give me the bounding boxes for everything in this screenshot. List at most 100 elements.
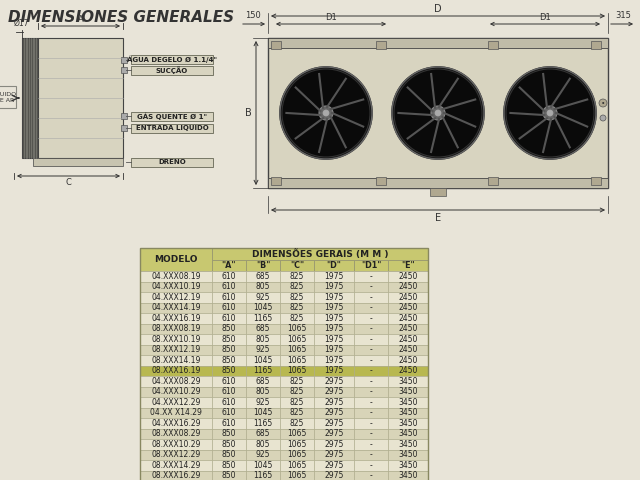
Text: -: - — [370, 293, 372, 302]
Text: 610: 610 — [221, 314, 236, 323]
Bar — [212, 324, 246, 334]
Bar — [271, 177, 281, 185]
Bar — [121, 57, 127, 62]
Bar — [212, 376, 246, 386]
Bar — [268, 38, 608, 188]
Text: 1065: 1065 — [287, 345, 307, 354]
Bar — [280, 408, 314, 418]
Text: 850: 850 — [221, 324, 236, 333]
Circle shape — [504, 67, 596, 159]
Bar — [33, 158, 123, 166]
Text: 850: 850 — [221, 429, 236, 438]
Text: 825: 825 — [290, 377, 304, 386]
Text: 1065: 1065 — [287, 335, 307, 344]
Text: DRENO: DRENO — [158, 159, 186, 165]
Text: 1975: 1975 — [324, 356, 344, 365]
Bar — [314, 470, 354, 480]
Text: 1045: 1045 — [253, 303, 273, 312]
Bar — [354, 313, 388, 324]
Text: -: - — [370, 314, 372, 323]
Text: 04.XXX08.29: 04.XXX08.29 — [151, 377, 201, 386]
Text: -: - — [370, 471, 372, 480]
Text: "B": "B" — [256, 261, 270, 270]
Bar — [388, 271, 428, 281]
Text: 1975: 1975 — [324, 303, 344, 312]
Text: -: - — [370, 419, 372, 428]
Bar — [314, 345, 354, 355]
Bar — [314, 313, 354, 324]
Text: 2450: 2450 — [398, 324, 418, 333]
Bar — [314, 429, 354, 439]
Bar — [140, 470, 212, 480]
Bar — [246, 345, 280, 355]
Text: 825: 825 — [290, 419, 304, 428]
Bar — [212, 292, 246, 302]
Text: 2450: 2450 — [398, 366, 418, 375]
Bar — [280, 386, 314, 397]
Text: 805: 805 — [256, 387, 270, 396]
Bar — [314, 449, 354, 460]
Bar — [280, 376, 314, 386]
Bar — [280, 470, 314, 480]
Bar — [38, 38, 123, 158]
Text: 850: 850 — [221, 461, 236, 470]
Bar — [131, 123, 213, 132]
Bar — [212, 355, 246, 365]
Bar — [140, 365, 212, 376]
Bar — [488, 177, 498, 185]
Text: -: - — [370, 335, 372, 344]
Text: 1045: 1045 — [253, 356, 273, 365]
Text: C: C — [65, 178, 72, 187]
Text: 805: 805 — [256, 335, 270, 344]
Text: 2450: 2450 — [398, 293, 418, 302]
Bar — [212, 248, 428, 260]
Text: 685: 685 — [256, 429, 270, 438]
Circle shape — [431, 106, 445, 120]
Bar — [212, 439, 246, 449]
Text: 08.XXX08.19: 08.XXX08.19 — [151, 324, 201, 333]
Text: -: - — [370, 408, 372, 417]
Text: 2975: 2975 — [324, 471, 344, 480]
Bar — [131, 157, 213, 167]
Bar — [212, 271, 246, 281]
Text: 1975: 1975 — [324, 345, 344, 354]
Text: 3450: 3450 — [398, 419, 418, 428]
Bar — [354, 271, 388, 281]
Bar — [212, 365, 246, 376]
Bar — [246, 271, 280, 281]
Bar — [354, 324, 388, 334]
Text: -: - — [370, 429, 372, 438]
Bar — [354, 460, 388, 470]
Text: Ø17: Ø17 — [13, 19, 29, 28]
Text: DIMENSIONES GENERALES: DIMENSIONES GENERALES — [8, 10, 234, 25]
Text: 825: 825 — [290, 398, 304, 407]
Bar — [314, 334, 354, 345]
Text: "D": "D" — [326, 261, 341, 270]
Text: -: - — [370, 356, 372, 365]
Bar — [354, 418, 388, 429]
Text: 3450: 3450 — [398, 398, 418, 407]
Bar — [354, 439, 388, 449]
Text: 3450: 3450 — [398, 471, 418, 480]
Text: ∙: ∙ — [601, 100, 605, 106]
Bar — [388, 470, 428, 480]
Text: 3450: 3450 — [398, 387, 418, 396]
Bar — [280, 365, 314, 376]
Text: -: - — [370, 398, 372, 407]
Text: 1975: 1975 — [324, 293, 344, 302]
Text: 685: 685 — [256, 377, 270, 386]
Text: 2450: 2450 — [398, 303, 418, 312]
Bar — [246, 376, 280, 386]
Text: 610: 610 — [221, 398, 236, 407]
Bar — [354, 449, 388, 460]
Bar — [212, 313, 246, 324]
Circle shape — [323, 110, 329, 116]
Text: 1065: 1065 — [287, 366, 307, 375]
Circle shape — [280, 67, 372, 159]
Bar — [212, 429, 246, 439]
Bar — [388, 408, 428, 418]
Text: "A": "A" — [221, 261, 236, 270]
Bar — [140, 248, 428, 480]
Text: 825: 825 — [290, 314, 304, 323]
Bar — [140, 397, 212, 408]
